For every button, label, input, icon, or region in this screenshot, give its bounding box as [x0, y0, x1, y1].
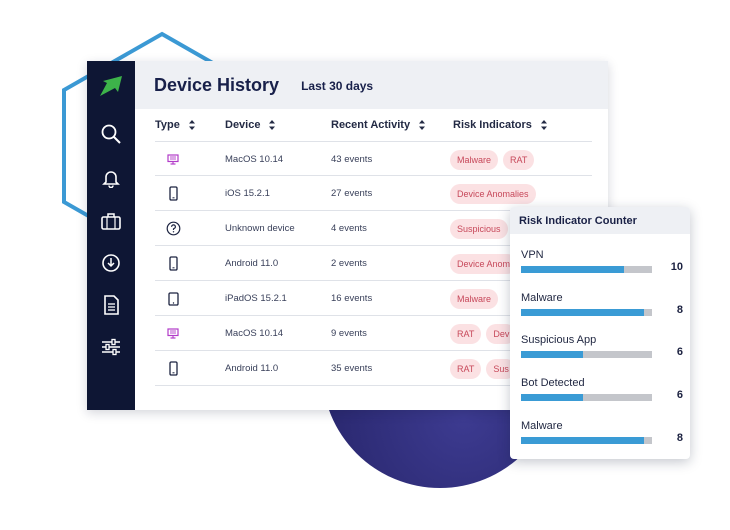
- metric-label: Suspicious App: [521, 334, 597, 346]
- recent-activity: 43 events: [331, 154, 373, 165]
- page-title: Device History: [154, 74, 280, 95]
- risk-indicator-counter-card: Risk Indicator Counter VPN 10 Malware 8 Susp…: [510, 207, 690, 459]
- content-area: Device History Last 30 days Type Device …: [135, 61, 608, 410]
- sort-icon: [188, 120, 195, 130]
- metric-bar-fill: [521, 309, 645, 316]
- briefcase-icon[interactable]: [87, 205, 135, 237]
- question-icon: [155, 211, 191, 246]
- device-name: MacOS 10.14: [225, 154, 284, 165]
- risk-tag[interactable]: Dev: [486, 323, 517, 344]
- device-name: Android 11.0: [225, 258, 279, 269]
- risk-tag[interactable]: Malware: [450, 288, 499, 309]
- metric-label: VPN: [521, 249, 544, 261]
- risk-metric: VPN 10: [521, 249, 683, 273]
- table-row[interactable]: iOS 15.2.1 27 events Device Anomalies: [155, 176, 592, 211]
- metric-bar: [521, 309, 652, 316]
- column-header-type[interactable]: Type: [155, 119, 196, 131]
- risk-tag[interactable]: Malware: [450, 149, 499, 170]
- column-label: Device: [225, 119, 261, 131]
- metric-bar-fill: [521, 266, 625, 273]
- risk-tag[interactable]: Device Anomalies: [450, 183, 536, 204]
- sort-icon: [419, 120, 426, 130]
- risk-indicators: Device Anom: [450, 246, 592, 281]
- logo-arrow-icon[interactable]: [87, 70, 135, 102]
- device-name: Android 11.0: [225, 363, 279, 374]
- device-name: iOS 15.2.1: [225, 188, 270, 199]
- device-name: iPadOS 15.2.1: [225, 293, 287, 304]
- table-row[interactable]: iPadOS 15.2.1 16 events Malware: [155, 281, 592, 316]
- metric-count: 10: [670, 261, 683, 273]
- date-range-label[interactable]: Last 30 days: [301, 79, 374, 93]
- device-name: Unknown device: [225, 223, 295, 234]
- table-row[interactable]: MacOS 10.14 43 events Malware RAT: [155, 141, 592, 176]
- metric-bar: [521, 394, 652, 401]
- table-row[interactable]: Android 11.0 2 events Device Anom: [155, 246, 592, 281]
- recent-activity: 2 events: [331, 258, 367, 269]
- column-header-risk-indicators[interactable]: Risk Indicators: [453, 119, 548, 131]
- sort-icon: [540, 120, 547, 130]
- table-row[interactable]: Android 11.0 35 events RAT Sus: [155, 351, 592, 386]
- search-icon[interactable]: [87, 118, 135, 150]
- metric-bar: [521, 437, 652, 444]
- risk-tag[interactable]: RAT: [450, 358, 482, 379]
- risk-indicators: Suspicious: [450, 211, 592, 246]
- recent-activity: 35 events: [331, 363, 373, 374]
- phone-icon: [155, 246, 191, 281]
- metric-bar: [521, 351, 652, 358]
- metric-label: Malware: [521, 292, 563, 304]
- metric-count: 6: [676, 346, 683, 358]
- risk-indicators: Malware RAT: [450, 142, 592, 177]
- column-header-recent-activity[interactable]: Recent Activity: [331, 119, 426, 131]
- tablet-icon: [155, 281, 191, 316]
- risk-metric: Bot Detected 6: [521, 377, 683, 401]
- risk-tag[interactable]: Device Anom: [450, 253, 518, 274]
- risk-tag[interactable]: Sus: [486, 358, 516, 379]
- risk-tag[interactable]: RAT: [450, 323, 482, 344]
- download-icon[interactable]: [87, 247, 135, 279]
- column-label: Recent Activity: [331, 119, 411, 131]
- risk-indicators: Device Anomalies: [450, 176, 592, 211]
- metric-count: 8: [676, 432, 683, 444]
- sidebar: [87, 61, 135, 410]
- table-row[interactable]: MacOS 10.14 9 events RAT Dev: [155, 316, 592, 351]
- document-icon[interactable]: [87, 289, 135, 321]
- bell-icon[interactable]: [87, 162, 135, 194]
- risk-indicators: Malware: [450, 281, 592, 316]
- metric-count: 6: [676, 389, 683, 401]
- metric-label: Bot Detected: [521, 377, 585, 389]
- page-header: Device History Last 30 days: [135, 61, 608, 109]
- recent-activity: 27 events: [331, 188, 373, 199]
- metric-count: 8: [676, 304, 683, 316]
- card-title: Risk Indicator Counter: [510, 207, 690, 234]
- risk-metric: Malware 8: [521, 292, 683, 316]
- desktop-icon: [155, 316, 191, 351]
- recent-activity: 4 events: [331, 223, 367, 234]
- metric-bar: [521, 266, 652, 273]
- risk-metric: Malware 8: [521, 420, 683, 444]
- risk-indicators: RAT Dev: [450, 316, 592, 351]
- device-table-body: MacOS 10.14 43 events Malware RAT iOS 15.2.1…: [155, 141, 592, 386]
- risk-metric: Suspicious App 6: [521, 334, 683, 358]
- risk-tag[interactable]: RAT: [503, 149, 535, 170]
- sort-icon: [269, 120, 276, 130]
- metric-bar-fill: [521, 394, 583, 401]
- column-header-device[interactable]: Device: [225, 119, 276, 131]
- device-name: MacOS 10.14: [225, 328, 284, 339]
- column-label: Type: [155, 119, 180, 131]
- metric-label: Malware: [521, 420, 563, 432]
- phone-icon: [155, 176, 191, 211]
- column-label: Risk Indicators: [453, 119, 532, 131]
- sliders-icon[interactable]: [87, 331, 135, 363]
- risk-tag[interactable]: Suspicious: [450, 218, 508, 239]
- phone-icon: [155, 351, 191, 386]
- recent-activity: 16 events: [331, 293, 373, 304]
- metric-bar-fill: [521, 351, 583, 358]
- desktop-icon: [155, 142, 191, 177]
- table-header: Type Device Recent Activity Risk Indicat…: [135, 109, 608, 141]
- risk-indicators: RAT Sus: [450, 351, 592, 386]
- recent-activity: 9 events: [331, 328, 367, 339]
- metric-bar-fill: [521, 437, 645, 444]
- table-row[interactable]: Unknown device 4 events Suspicious: [155, 211, 592, 246]
